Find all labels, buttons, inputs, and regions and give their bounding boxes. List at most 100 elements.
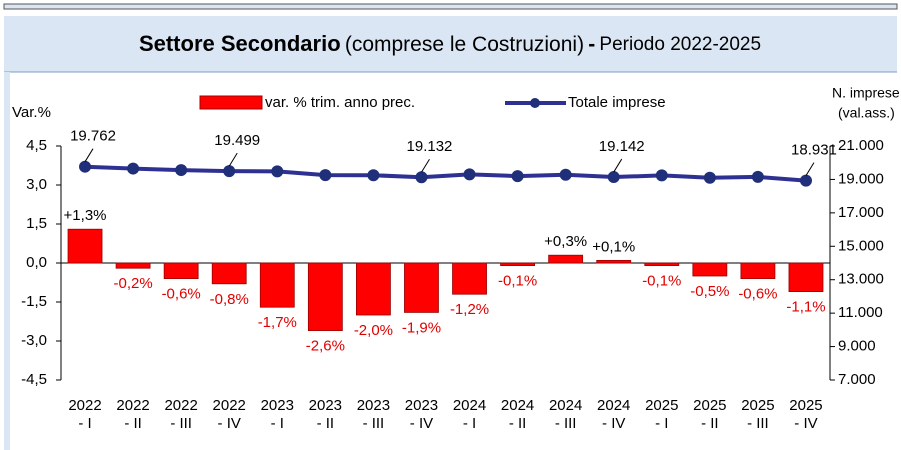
x-tick-label: 2024 <box>453 397 486 414</box>
bar <box>548 254 584 264</box>
data-label: -1,2% <box>450 301 489 318</box>
y2-tick-label: 15.000 <box>838 237 884 254</box>
data-label: -0,1% <box>498 273 537 290</box>
label-leader <box>84 148 94 162</box>
data-label: -2,0% <box>354 322 393 339</box>
top-strip <box>3 3 898 10</box>
y-tick-label: 1,5 <box>26 215 47 232</box>
x-tick-label: 2023 <box>309 397 342 414</box>
bar <box>644 262 680 266</box>
x-tick-label: 2023 <box>261 397 294 414</box>
line-marker <box>655 169 668 182</box>
data-label: +1,3% <box>64 207 107 224</box>
x-tick-label: - II <box>124 415 142 432</box>
x-tick-label: - III <box>747 415 769 432</box>
data-label: -0,1% <box>642 273 681 290</box>
y-tick-label: 3,0 <box>26 176 47 193</box>
line-marker <box>751 170 764 183</box>
x-tick-label: - IV <box>602 415 625 432</box>
y2-tick-label: 7.000 <box>838 371 876 388</box>
x-tick-label: - IV <box>794 415 817 432</box>
legend-label: Totale imprese <box>568 94 666 111</box>
line <box>84 164 807 183</box>
bar <box>115 262 151 269</box>
title-sub: (comprese le Costruzioni) <box>345 33 584 56</box>
label-leader <box>228 152 238 167</box>
bar <box>211 262 247 285</box>
legend-label: var. % trim. anno prec. <box>265 94 415 111</box>
label-leader <box>613 158 623 173</box>
data-label: 19.499 <box>214 132 260 149</box>
y-tick-label: -3,0 <box>21 332 47 349</box>
x-tick-label: 2025 <box>741 397 774 414</box>
legend-swatch <box>530 98 540 108</box>
line-marker <box>559 168 572 181</box>
x-tick-label: - IV <box>410 415 433 432</box>
title-dash: - <box>588 33 595 56</box>
label-leader <box>421 158 430 173</box>
x-tick-label: 2022 <box>68 397 101 414</box>
x-tick-label: - III <box>555 415 577 432</box>
header-band <box>4 16 897 72</box>
data-label: 19.142 <box>599 138 645 155</box>
x-tick-label: - I <box>463 415 476 432</box>
y2-tick-label: 21.000 <box>838 137 884 154</box>
line-marker <box>127 162 140 175</box>
x-tick-label: 2025 <box>645 397 678 414</box>
y-axis-label: Var.% <box>12 104 51 121</box>
line-marker <box>415 171 428 184</box>
chart-title: Settore Secondario (comprese le Costruzi… <box>139 31 761 56</box>
y-tick-label: -1,5 <box>21 293 47 310</box>
title-main: Settore Secondario <box>139 31 341 56</box>
y-tick-label: 0,0 <box>26 254 47 271</box>
data-label: -1,1% <box>786 299 825 316</box>
data-label: +0,1% <box>592 238 635 255</box>
bar <box>404 262 439 313</box>
bar <box>740 262 776 280</box>
data-label: 19.762 <box>70 128 116 145</box>
bar <box>356 262 391 316</box>
y2-axis-label: N. imprese <box>832 85 900 101</box>
x-tick-label: 2022 <box>164 397 197 414</box>
data-label: -0,5% <box>690 283 729 300</box>
x-tick-label: 2025 <box>693 397 726 414</box>
data-label: 18.931 <box>791 142 837 159</box>
x-tick-label: - III <box>170 415 192 432</box>
bar <box>163 262 199 280</box>
x-tick-label: 2023 <box>357 397 390 414</box>
x-tick-label: - III <box>363 415 385 432</box>
data-label: -0,8% <box>210 291 249 308</box>
data-label: -2,6% <box>306 338 345 355</box>
line-marker <box>607 171 620 184</box>
y2-tick-label: 13.000 <box>838 271 884 288</box>
x-tick-label: 2025 <box>789 397 822 414</box>
bar <box>452 262 487 295</box>
line-marker <box>319 169 332 182</box>
y2-tick-label: 19.000 <box>838 170 884 187</box>
x-tick-label: - II <box>701 415 719 432</box>
y2-tick-label: 11.000 <box>838 304 883 321</box>
x-tick-label: - II <box>317 415 335 432</box>
line-marker <box>79 160 92 173</box>
y-tick-label: -4,5 <box>21 371 47 388</box>
bar <box>259 262 295 308</box>
line-marker <box>703 171 716 184</box>
data-label: -1,9% <box>402 319 441 336</box>
data-label: -0,6% <box>162 286 201 303</box>
x-tick-label: - IV <box>218 415 241 432</box>
x-tick-label: 2023 <box>405 397 438 414</box>
line-marker <box>175 164 188 177</box>
title-period: Periodo 2022-2025 <box>599 34 761 55</box>
data-label: +0,3% <box>544 233 587 250</box>
line-marker <box>511 170 524 183</box>
data-label: -0,6% <box>738 286 777 303</box>
y-tick-label: 4,5 <box>26 137 47 154</box>
x-tick-label: 2024 <box>501 397 534 414</box>
y2-axis-label: (val.ass.) <box>838 105 895 121</box>
label-leader <box>805 162 815 176</box>
bar <box>692 262 728 277</box>
y2-tick-label: 17.000 <box>838 204 884 221</box>
legend-swatch <box>199 95 263 110</box>
